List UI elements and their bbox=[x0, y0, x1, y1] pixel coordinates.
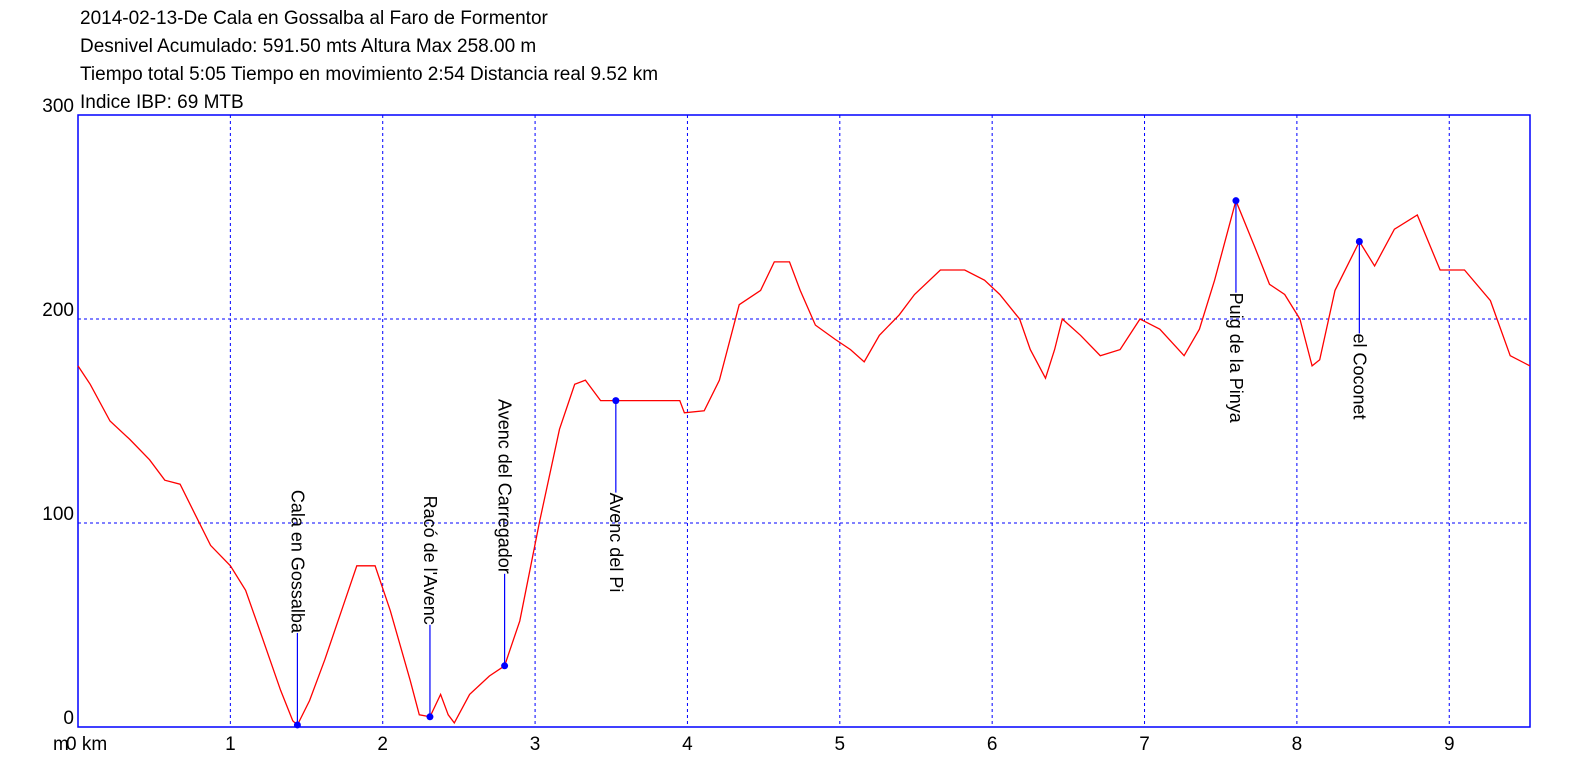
x-tick-label: 0 km bbox=[66, 734, 107, 755]
waypoint bbox=[293, 721, 301, 729]
y-tick-label: 0 bbox=[63, 708, 74, 729]
waypoint-label: Puig de la Pinya bbox=[1226, 293, 1246, 424]
waypoint-label: Avenc del Pi bbox=[606, 493, 626, 593]
x-tick-label: 3 bbox=[530, 734, 541, 755]
waypoint-label: Cala en Gossalba bbox=[287, 490, 307, 634]
title-line: Desnivel Acumulado: 591.50 mts Altura Ma… bbox=[80, 36, 536, 57]
title-line: Tiempo total 5:05 Tiempo en movimiento 2… bbox=[80, 64, 658, 85]
x-tick-label: 7 bbox=[1139, 734, 1150, 755]
waypoint bbox=[612, 397, 620, 405]
elevation-line bbox=[77, 198, 1531, 727]
x-tick-label: 9 bbox=[1444, 734, 1455, 755]
waypoint-label: Racó de l'Avenc bbox=[420, 496, 440, 625]
y-tick-label: 200 bbox=[42, 300, 74, 321]
waypoint bbox=[426, 713, 434, 721]
y-tick-label: 100 bbox=[42, 504, 74, 525]
x-tick-label: 4 bbox=[682, 734, 693, 755]
waypoint bbox=[1355, 237, 1363, 245]
waypoint-label: el Coconet bbox=[1349, 333, 1369, 419]
plot-border bbox=[77, 114, 1531, 728]
waypoint-label: Avenc del Carregador bbox=[495, 399, 515, 574]
x-tick-label: 6 bbox=[987, 734, 998, 755]
title-line: Indice IBP: 69 MTB bbox=[80, 92, 244, 113]
y-axis-unit: m bbox=[53, 734, 69, 755]
waypoint bbox=[501, 662, 509, 670]
x-tick-label: 5 bbox=[835, 734, 846, 755]
x-tick-label: 1 bbox=[225, 734, 236, 755]
waypoint bbox=[1232, 197, 1240, 205]
y-tick-label: 300 bbox=[42, 96, 74, 117]
x-tick-label: 8 bbox=[1292, 734, 1303, 755]
title-line: 2014-02-13-De Cala en Gossalba al Faro d… bbox=[80, 8, 549, 29]
x-tick-label: 2 bbox=[377, 734, 388, 755]
